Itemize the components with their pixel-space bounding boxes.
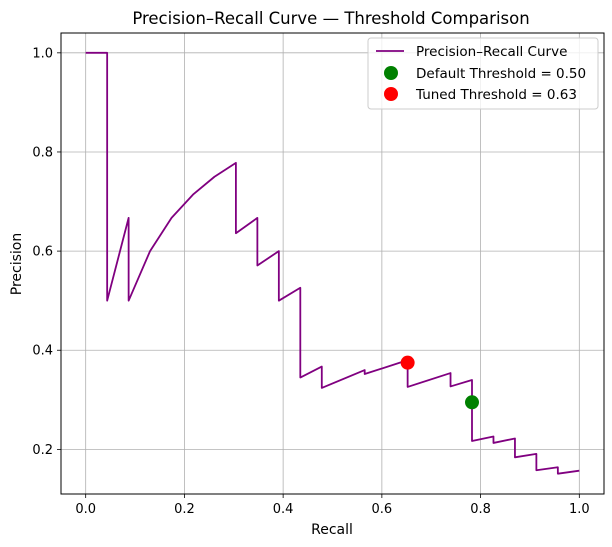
y-tick-label: 1.0 [32,46,53,61]
y-tick-label: 0.2 [32,443,53,458]
y-tick-label: 0.6 [32,245,53,260]
y-axis-label: Precision [9,233,25,295]
x-tick-label: 0.0 [75,502,96,517]
plot-frame [60,32,605,495]
x-tick-label: 0.4 [273,502,294,517]
default-threshold-point [465,395,480,410]
series-layer [85,51,580,475]
tuned-threshold-point [400,355,415,370]
legend: Precision–Recall Curve Default Threshold … [367,37,599,110]
y-tick-label: 0.4 [32,344,53,359]
y-tick-label: 0.8 [32,145,53,160]
legend-point-marker [384,87,398,101]
x-tick-label: 0.6 [372,502,393,517]
x-tick-label: 0.2 [174,502,195,517]
x-tick-label: 1.0 [569,502,590,517]
x-tick-label: 0.8 [470,502,491,517]
legend-point-marker [384,66,398,80]
ticks: 0.0 0.2 0.4 0.6 0.8 1.0 0.2 0.4 0.6 0.8 1.0 [32,46,589,517]
legend-entry-pr-curve: Precision–Recall Curve [416,44,567,60]
legend-entry-default-threshold: Default Threshold = 0.50 [416,66,586,82]
pr-curve-line [85,51,580,475]
legend-entry-tuned-threshold: Tuned Threshold = 0.63 [415,87,577,103]
x-axis-label: Recall [311,522,353,538]
legend-box [367,37,599,110]
chart-title: Precision–Recall Curve — Threshold Compa… [132,9,529,28]
